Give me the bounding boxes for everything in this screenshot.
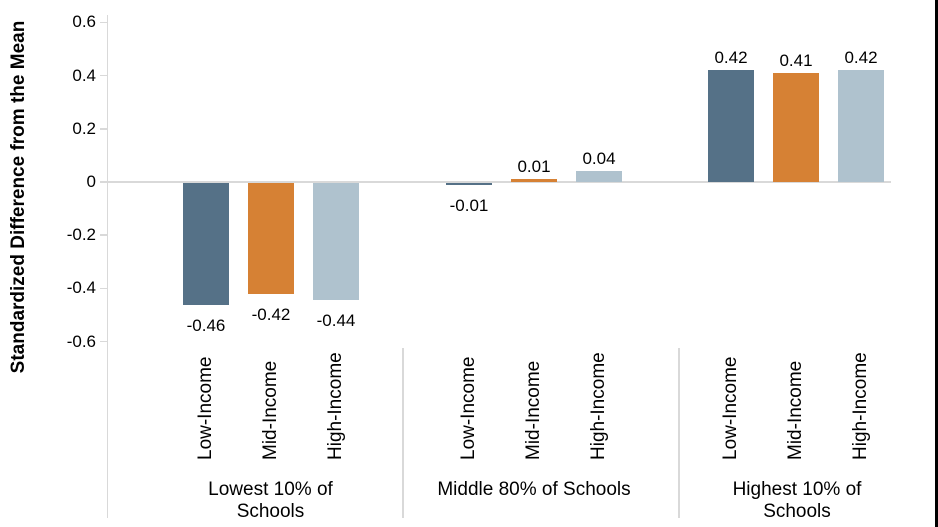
y-axis-tick — [100, 234, 107, 236]
bar-low-income-group-1 — [183, 182, 229, 305]
bar-value-label: -0.46 — [186, 315, 226, 335]
bar-high-income-group-1 — [313, 182, 359, 300]
y-axis-tick — [100, 128, 107, 130]
bar-mid-income-group-3 — [773, 72, 819, 182]
y-axis-tick-label: 0.4 — [72, 65, 96, 85]
x-tick-label: Low-Income — [458, 356, 479, 461]
y-axis-tick — [100, 181, 107, 183]
group-label-2: Middle 80% of Schools — [404, 479, 664, 501]
x-tick-label: Low-Income — [720, 356, 741, 461]
bar-value-label: -0.42 — [251, 305, 291, 325]
bar-low-income-group-3 — [708, 70, 754, 182]
group-label-3: Highest 10% of Schools — [667, 479, 927, 523]
bar-value-label: 0.01 — [517, 157, 551, 177]
bar-value-label: 0.42 — [714, 48, 748, 68]
group-divider-line — [402, 348, 404, 518]
group-label-line: Highest 10% of — [732, 479, 862, 500]
bar-value-label: 0.04 — [582, 149, 616, 169]
bar-value-label: -0.44 — [316, 310, 356, 330]
group-label-line: Schools — [236, 501, 305, 522]
x-tick-label: High-Income — [850, 352, 871, 460]
bar-high-income-group-3 — [838, 70, 884, 182]
group-label-line: Middle 80% of Schools — [437, 479, 631, 500]
bar-value-label: -0.01 — [449, 196, 489, 216]
x-tick-label: Mid-Income — [785, 360, 806, 460]
y-axis-tick — [100, 340, 107, 343]
y-axis-tick-label: -0.2 — [66, 225, 96, 245]
group-divider-line — [678, 348, 680, 518]
figure-right-border — [935, 0, 938, 527]
y-axis-tick — [100, 74, 107, 77]
x-tick-label: Mid-Income — [260, 360, 281, 460]
bar-mid-income-group-1 — [248, 182, 294, 295]
x-tick-label: High-Income — [588, 352, 609, 460]
zero-baseline — [108, 181, 891, 183]
x-tick-label: Low-Income — [195, 356, 216, 461]
bar-value-label: 0.41 — [779, 50, 813, 70]
y-axis-tick — [100, 21, 107, 24]
y-axis-tick-label: -0.4 — [66, 278, 96, 298]
x-tick-label: Mid-Income — [523, 360, 544, 460]
y-axis-tick-label: -0.6 — [66, 331, 96, 351]
y-axis-tick-label: 0.2 — [72, 118, 96, 138]
bar-high-income-group-2 — [576, 171, 622, 182]
y-axis-tick-label: 0 — [86, 172, 96, 191]
bar-low-income-group-2 — [446, 182, 492, 186]
x-tick-label: High-Income — [325, 352, 346, 460]
bar-mid-income-group-2 — [511, 179, 557, 182]
y-axis-title: Standardized Difference from the Mean — [8, 20, 29, 374]
group-label-line: Lowest 10% of — [208, 479, 333, 500]
y-axis-tick-label: 0.6 — [72, 12, 96, 32]
group-label-line: Schools — [763, 501, 831, 522]
bar-value-label: 0.42 — [844, 48, 878, 68]
y-axis-tick — [100, 287, 107, 290]
y-axis-line — [106, 15, 108, 518]
group-label-1: Lowest 10% of Schools — [141, 479, 401, 523]
